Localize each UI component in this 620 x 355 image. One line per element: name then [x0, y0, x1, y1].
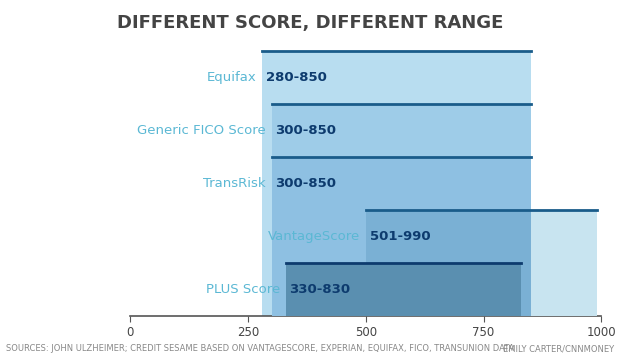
- Text: VantageScore: VantageScore: [268, 230, 361, 243]
- Bar: [531, 210, 596, 316]
- Text: TransRisk: TransRisk: [203, 177, 266, 190]
- Text: 300-850: 300-850: [275, 124, 336, 137]
- Bar: [286, 263, 521, 316]
- Text: PLUS Score: PLUS Score: [206, 283, 280, 296]
- Text: SOURCES: JOHN ULZHEIMER; CREDIT SESAME BASED ON VANTAGESCORE, EXPERIAN, EQUIFAX,: SOURCES: JOHN ULZHEIMER; CREDIT SESAME B…: [6, 344, 515, 353]
- Bar: [272, 157, 531, 316]
- Text: 501-990: 501-990: [370, 230, 431, 243]
- Bar: [272, 104, 531, 316]
- Bar: [366, 210, 596, 316]
- Text: 300-850: 300-850: [275, 177, 336, 190]
- Text: 280-850: 280-850: [266, 71, 327, 83]
- Text: Generic FICO Score: Generic FICO Score: [137, 124, 266, 137]
- Text: Equifax: Equifax: [206, 71, 257, 83]
- Text: 330-830: 330-830: [290, 283, 350, 296]
- Text: EMILY CARTER/CNNMONEY: EMILY CARTER/CNNMONEY: [503, 344, 614, 353]
- Text: DIFFERENT SCORE, DIFFERENT RANGE: DIFFERENT SCORE, DIFFERENT RANGE: [117, 14, 503, 32]
- Bar: [262, 50, 531, 316]
